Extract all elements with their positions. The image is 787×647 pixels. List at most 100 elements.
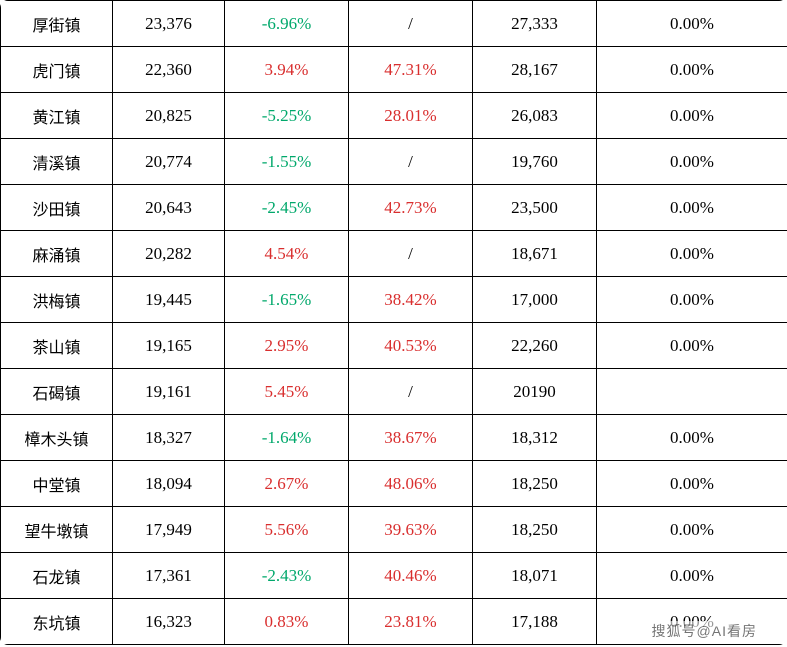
cell-name: 中堂镇 — [1, 461, 113, 507]
cell-pct1: -6.96% — [225, 1, 349, 47]
cell-pct1: 4.54% — [225, 231, 349, 277]
cell-value1: 20,282 — [113, 231, 225, 277]
cell-pct1: 3.94% — [225, 47, 349, 93]
cell-pct2: / — [349, 369, 473, 415]
cell-pct3: 0.00% — [597, 461, 787, 507]
cell-pct1: 2.67% — [225, 461, 349, 507]
cell-value2: 27,333 — [473, 1, 597, 47]
cell-value1: 18,327 — [113, 415, 225, 461]
cell-value1: 22,360 — [113, 47, 225, 93]
table-row: 石龙镇17,361-2.43%40.46%18,0710.00% — [1, 553, 787, 599]
cell-value1: 17,361 — [113, 553, 225, 599]
cell-value2: 20190 — [473, 369, 597, 415]
table-row: 石碣镇19,1615.45%/20190 — [1, 369, 787, 415]
cell-value2: 22,260 — [473, 323, 597, 369]
cell-value1: 20,774 — [113, 139, 225, 185]
table-row: 清溪镇20,774-1.55%/19,7600.00% — [1, 139, 787, 185]
table-row: 望牛墩镇17,9495.56%39.63%18,2500.00% — [1, 507, 787, 553]
cell-value2: 19,760 — [473, 139, 597, 185]
cell-value2: 18,250 — [473, 461, 597, 507]
table-row: 洪梅镇19,445-1.65%38.42%17,0000.00% — [1, 277, 787, 323]
cell-pct1: 0.83% — [225, 599, 349, 645]
cell-pct3: 0.00% — [597, 553, 787, 599]
cell-pct2: 40.46% — [349, 553, 473, 599]
cell-name: 石碣镇 — [1, 369, 113, 415]
cell-name: 虎门镇 — [1, 47, 113, 93]
cell-pct1: -2.45% — [225, 185, 349, 231]
table-row: 虎门镇22,3603.94%47.31%28,1670.00% — [1, 47, 787, 93]
cell-pct2: 23.81% — [349, 599, 473, 645]
data-table-container: 厚街镇23,376-6.96%/27,3330.00%虎门镇22,3603.94… — [0, 0, 787, 645]
cell-value2: 18,250 — [473, 507, 597, 553]
cell-pct3 — [597, 369, 787, 415]
cell-value1: 20,643 — [113, 185, 225, 231]
cell-value2: 18,671 — [473, 231, 597, 277]
cell-pct1: -1.65% — [225, 277, 349, 323]
cell-pct1: 5.56% — [225, 507, 349, 553]
cell-pct2: / — [349, 139, 473, 185]
cell-pct2: 40.53% — [349, 323, 473, 369]
cell-value2: 17,000 — [473, 277, 597, 323]
cell-pct1: 2.95% — [225, 323, 349, 369]
cell-name: 望牛墩镇 — [1, 507, 113, 553]
cell-name: 厚街镇 — [1, 1, 113, 47]
cell-value2: 28,167 — [473, 47, 597, 93]
cell-name: 樟木头镇 — [1, 415, 113, 461]
cell-value1: 20,825 — [113, 93, 225, 139]
cell-pct2: 38.67% — [349, 415, 473, 461]
cell-value1: 19,161 — [113, 369, 225, 415]
cell-pct3: 0.00% — [597, 1, 787, 47]
cell-name: 沙田镇 — [1, 185, 113, 231]
cell-value1: 19,445 — [113, 277, 225, 323]
cell-pct3: 0.00% — [597, 185, 787, 231]
table-row: 黄江镇20,825-5.25%28.01%26,0830.00% — [1, 93, 787, 139]
cell-value2: 17,188 — [473, 599, 597, 645]
cell-pct2: / — [349, 1, 473, 47]
cell-pct1: -1.64% — [225, 415, 349, 461]
cell-pct3: 0.00% — [597, 599, 787, 645]
cell-pct3: 0.00% — [597, 139, 787, 185]
cell-value1: 19,165 — [113, 323, 225, 369]
table-row: 茶山镇19,1652.95%40.53%22,2600.00% — [1, 323, 787, 369]
cell-pct1: -5.25% — [225, 93, 349, 139]
cell-value2: 18,312 — [473, 415, 597, 461]
cell-pct3: 0.00% — [597, 323, 787, 369]
cell-name: 清溪镇 — [1, 139, 113, 185]
cell-pct1: 5.45% — [225, 369, 349, 415]
cell-pct3: 0.00% — [597, 277, 787, 323]
table-row: 东坑镇16,3230.83%23.81%17,1880.00% — [1, 599, 787, 645]
cell-name: 茶山镇 — [1, 323, 113, 369]
cell-value2: 23,500 — [473, 185, 597, 231]
cell-pct2: 39.63% — [349, 507, 473, 553]
cell-value1: 23,376 — [113, 1, 225, 47]
cell-value1: 17,949 — [113, 507, 225, 553]
table-row: 麻涌镇20,2824.54%/18,6710.00% — [1, 231, 787, 277]
data-table: 厚街镇23,376-6.96%/27,3330.00%虎门镇22,3603.94… — [0, 0, 787, 645]
cell-name: 石龙镇 — [1, 553, 113, 599]
table-row: 沙田镇20,643-2.45%42.73%23,5000.00% — [1, 185, 787, 231]
cell-pct2: / — [349, 231, 473, 277]
cell-pct3: 0.00% — [597, 93, 787, 139]
cell-name: 麻涌镇 — [1, 231, 113, 277]
cell-pct2: 47.31% — [349, 47, 473, 93]
cell-pct1: -1.55% — [225, 139, 349, 185]
cell-pct2: 48.06% — [349, 461, 473, 507]
cell-pct1: -2.43% — [225, 553, 349, 599]
cell-pct3: 0.00% — [597, 231, 787, 277]
cell-name: 东坑镇 — [1, 599, 113, 645]
table-body: 厚街镇23,376-6.96%/27,3330.00%虎门镇22,3603.94… — [1, 1, 787, 645]
cell-pct3: 0.00% — [597, 415, 787, 461]
cell-pct3: 0.00% — [597, 507, 787, 553]
cell-value2: 26,083 — [473, 93, 597, 139]
cell-value1: 16,323 — [113, 599, 225, 645]
cell-name: 洪梅镇 — [1, 277, 113, 323]
cell-value1: 18,094 — [113, 461, 225, 507]
cell-pct3: 0.00% — [597, 47, 787, 93]
table-row: 厚街镇23,376-6.96%/27,3330.00% — [1, 1, 787, 47]
table-row: 樟木头镇18,327-1.64%38.67%18,3120.00% — [1, 415, 787, 461]
cell-value2: 18,071 — [473, 553, 597, 599]
cell-pct2: 28.01% — [349, 93, 473, 139]
cell-name: 黄江镇 — [1, 93, 113, 139]
cell-pct2: 42.73% — [349, 185, 473, 231]
cell-pct2: 38.42% — [349, 277, 473, 323]
